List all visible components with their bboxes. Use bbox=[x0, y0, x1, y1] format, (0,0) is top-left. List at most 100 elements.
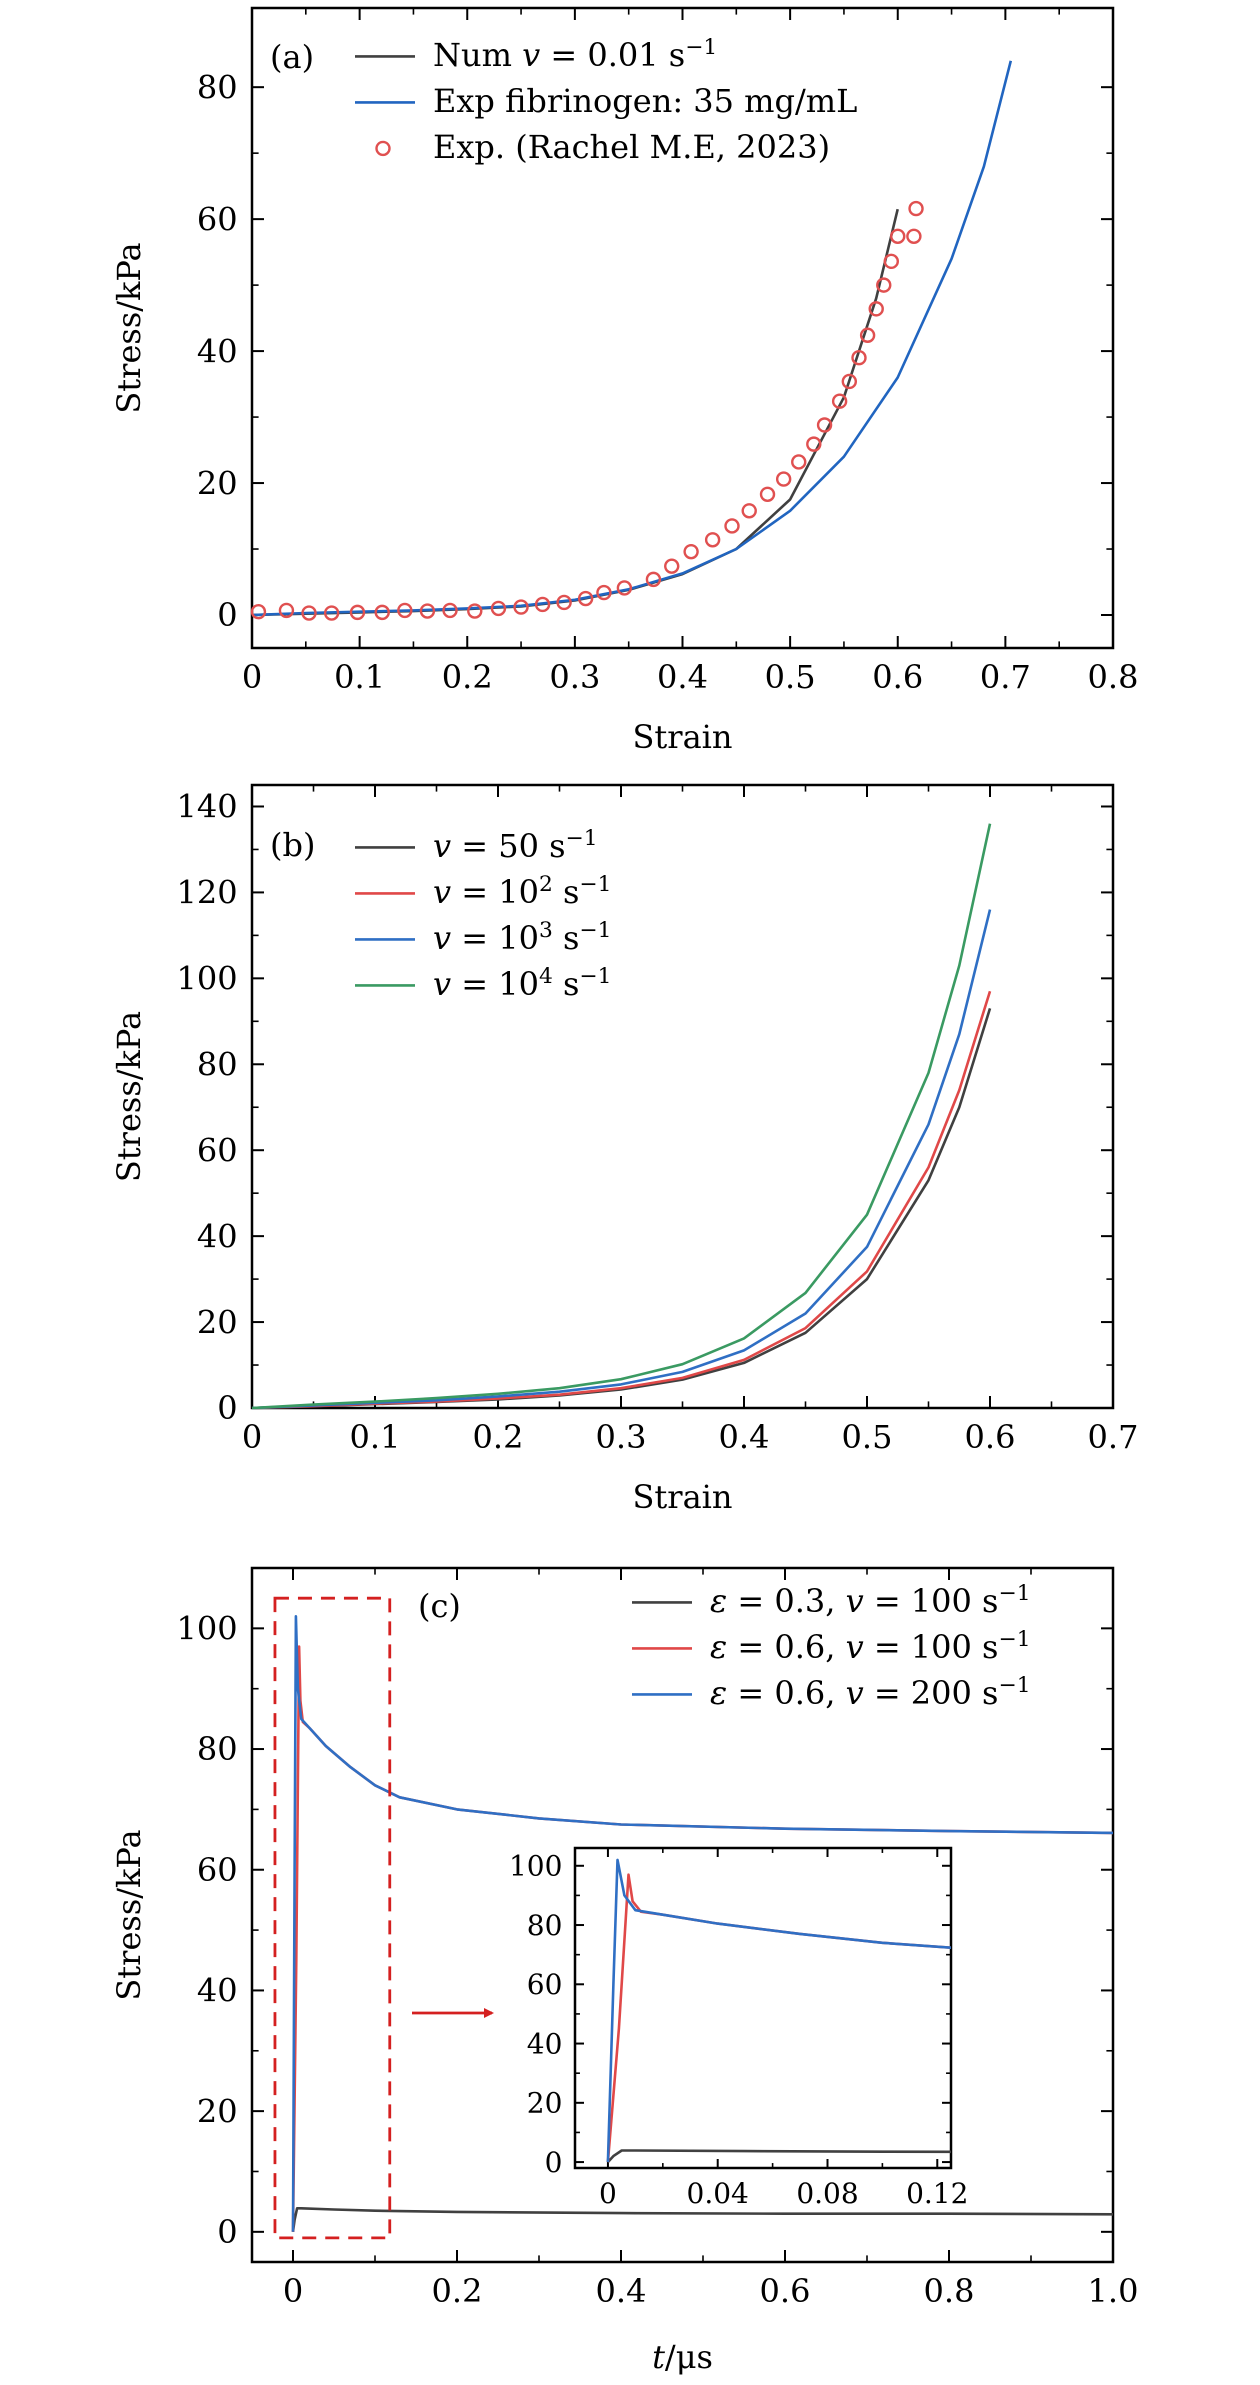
panel-a-series-2-marker bbox=[876, 277, 892, 293]
legend-label: v = 104 s−1 bbox=[433, 964, 611, 1003]
panel-c-x-tick-label: 0.6 bbox=[760, 2272, 811, 2310]
panel-a-series-2-marker bbox=[890, 228, 906, 244]
panel-a-series-2-marker bbox=[513, 599, 529, 615]
text-span: Num bbox=[433, 36, 522, 74]
panel-a-series-2-marker bbox=[616, 580, 633, 596]
panel-a-series-2-marker bbox=[556, 594, 572, 611]
legend-label: Exp. (Rachel M.E, 2023) bbox=[433, 128, 830, 166]
panel-b-label: (b) bbox=[270, 826, 315, 864]
panel-a-x-axis-label: Strain bbox=[633, 718, 733, 756]
panel-a-series-2-marker bbox=[596, 584, 612, 601]
text-span: 4 bbox=[539, 964, 553, 989]
panel-a-series-2-marker bbox=[250, 604, 267, 620]
panel-a-series-2-marker bbox=[816, 417, 833, 433]
inset-y-tick-label: 80 bbox=[527, 1909, 563, 1942]
panel-a-series-2-marker bbox=[664, 558, 680, 574]
panel-b-x-tick-label: 0.7 bbox=[1088, 1418, 1139, 1456]
panel-a-series-2-marker bbox=[906, 228, 922, 244]
panel-a-series-2-marker bbox=[683, 543, 699, 560]
y-axis-label: Stress/kPa bbox=[110, 1829, 148, 2000]
panel-a-series-2-marker bbox=[831, 393, 848, 409]
panel-a-series-2-marker bbox=[301, 605, 317, 621]
panel-b-x-axis-label: Strain bbox=[633, 1478, 733, 1516]
legend-label: v = 102 s−1 bbox=[433, 872, 611, 911]
panel-b-series-0-line bbox=[251, 1008, 992, 1410]
panel-a-x-tick-label: 0.4 bbox=[657, 658, 708, 696]
panel-a-y-tick-label: 20 bbox=[197, 464, 238, 502]
text-span: −1 bbox=[579, 964, 611, 989]
text-span: v bbox=[846, 1582, 864, 1620]
inset-y-tick-label: 60 bbox=[527, 1968, 563, 2001]
text-span: = 200 s bbox=[864, 1674, 999, 1712]
text-span: Exp fibrinogen: 35 mg/mL bbox=[433, 82, 857, 120]
text-span: = 10 bbox=[451, 873, 539, 911]
panel-a-series-2-marker bbox=[467, 603, 483, 619]
inset-frame bbox=[573, 1846, 953, 2170]
text-span: = 10 bbox=[451, 965, 539, 1003]
legend-label: ε = 0.3, v = 100 s−1 bbox=[710, 1581, 1031, 1620]
panel-a-series-2-marker bbox=[851, 349, 867, 366]
panel-a-x-tick-label: 0 bbox=[242, 658, 262, 696]
panel-c-y-tick-label: 0 bbox=[217, 2213, 237, 2251]
panel-a-series-2-marker bbox=[323, 605, 340, 621]
text-span: v bbox=[522, 36, 540, 74]
text-span: −1 bbox=[579, 918, 611, 943]
text-span: ε bbox=[710, 1582, 727, 1620]
panel-a-series-0-line bbox=[252, 208, 899, 617]
panel-a-label: (a) bbox=[270, 38, 314, 76]
panel-c-x-tick-label: 0.4 bbox=[596, 2272, 647, 2310]
text-span: t bbox=[652, 2338, 665, 2376]
panel-a-series-2-marker bbox=[741, 503, 757, 519]
panel-a-x-tick-label: 0.7 bbox=[980, 658, 1031, 696]
panel-a-series-2-markers bbox=[250, 200, 924, 621]
inset-x-tick-label: 0.12 bbox=[906, 2177, 968, 2210]
panel-c-x-tick-label: 1.0 bbox=[1088, 2272, 1139, 2310]
panel-a-series-1-line bbox=[252, 60, 1013, 617]
panel-b-series-1-line bbox=[251, 990, 992, 1410]
panel-c-y-tick-label: 100 bbox=[177, 1610, 238, 1648]
panel-b-frame bbox=[250, 783, 1115, 1410]
inset-y-tick-label: 100 bbox=[509, 1850, 562, 1883]
panel-a-y-tick-label: 40 bbox=[197, 332, 238, 370]
panel-c-x-tick-label: 0.8 bbox=[924, 2272, 975, 2310]
text-span: −1 bbox=[579, 872, 611, 897]
panel-a-series-2-marker bbox=[577, 590, 594, 607]
panel-c-series-0-line bbox=[291, 2207, 1113, 2232]
panel-a-series-2-marker bbox=[419, 603, 436, 619]
panel-c-x-axis-label: t/μs bbox=[652, 2338, 713, 2376]
text-span: v bbox=[846, 1674, 864, 1712]
panel-a-x-tick-label: 0.3 bbox=[549, 658, 600, 696]
panel-c-y-tick-label: 20 bbox=[197, 2092, 238, 2130]
panel-b-series-3-line bbox=[251, 823, 992, 1410]
panel-c-frame bbox=[250, 1566, 1115, 2264]
text-span: = 0.3, bbox=[727, 1582, 845, 1620]
text-span: v bbox=[846, 1628, 864, 1666]
text-span: = 0.01 s bbox=[540, 36, 685, 74]
text-span: = 0.6, bbox=[727, 1674, 845, 1712]
panel-a-series-2-marker bbox=[859, 327, 876, 343]
legend-label: v = 50 s−1 bbox=[433, 826, 598, 865]
panel-a-series-2-marker bbox=[775, 471, 792, 487]
legend-label: Num v = 0.01 s−1 bbox=[433, 35, 717, 74]
panel-b-x-tick-label: 0.3 bbox=[596, 1418, 647, 1456]
panel-b-y-tick-label: 100 bbox=[177, 960, 238, 998]
text-span: −1 bbox=[685, 35, 717, 60]
panel-a-series-2-marker bbox=[442, 602, 458, 619]
panel-c-x-tick-label: 0 bbox=[283, 2272, 303, 2310]
panel-a-series-2-marker bbox=[490, 600, 507, 617]
text-span: /μs bbox=[665, 2338, 713, 2376]
panel-c-x-tick-label: 0.2 bbox=[432, 2272, 483, 2310]
panel-b-y-tick-label: 60 bbox=[197, 1131, 238, 1169]
text-span: v bbox=[433, 919, 451, 957]
panel-a-series-2-marker bbox=[534, 596, 551, 613]
legend-label: ε = 0.6, v = 100 s−1 bbox=[710, 1627, 1031, 1666]
panel-b-x-tick-label: 0.4 bbox=[719, 1418, 770, 1456]
panel-a-series-2-marker bbox=[374, 604, 390, 621]
panel-b-y-tick-label: 0 bbox=[217, 1389, 237, 1427]
legend-label: ε = 0.6, v = 200 s−1 bbox=[710, 1673, 1031, 1712]
y-axis-label: Stress/kPa bbox=[110, 1011, 148, 1182]
panel-a-y-tick-label: 80 bbox=[197, 68, 238, 106]
legend-label: v = 103 s−1 bbox=[433, 918, 611, 957]
panel-b-x-tick-label: 0.1 bbox=[350, 1418, 401, 1456]
text-span: 3 bbox=[539, 918, 553, 943]
